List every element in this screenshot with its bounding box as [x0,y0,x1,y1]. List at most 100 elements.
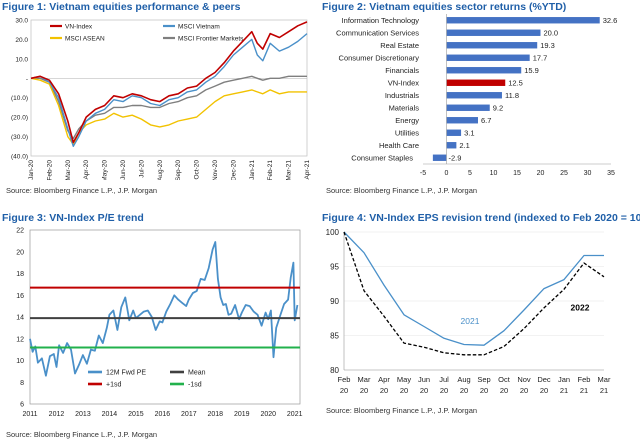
fig4-xtick-month: May [397,375,411,384]
fig1-xtick-label: Sep-20 [175,160,182,180]
fig2-bar [446,79,506,86]
fig3-xtick-label: 2019 [234,411,250,418]
fig3-ytick-label: 16 [16,293,24,300]
fig4-xtick-year: 20 [500,386,508,395]
fig1-ytick-label: (40.0) [11,154,28,161]
fig1-xtick-label: Mar-21 [286,160,293,180]
fig4-xtick-year: 20 [540,386,548,395]
fig3-xtick-label: 2016 [155,411,171,418]
fig3-line-12m-fwd-pe [29,241,299,377]
fig2-bar [446,42,538,49]
fig2-xtick-label: 35 [607,170,615,177]
fig1-xtick-label: Apr-20 [83,160,90,180]
fig4-ytick-label: 90 [330,297,339,306]
fig4-ytick-label: 100 [326,228,340,237]
fig2-category-label: Information Technology [342,16,420,25]
fig1-xtick-label: Oct-20 [194,160,201,180]
fig2-bar [446,129,462,136]
fig2-category-label: Energy [395,116,419,125]
fig3-xtick-label: 2020 [260,411,276,418]
fig4-annotation-2021: 2021 [461,316,480,326]
fig4-ytick-label: 85 [330,331,339,340]
fig4-xtick-month: Feb [338,375,351,384]
fig4-xtick-year: 20 [400,386,408,395]
fig1-xtick-label: Jan-21 [249,160,256,180]
fig1-xtick-label: Feb-20 [46,160,53,180]
fig4-xtick-year: 20 [480,386,488,395]
fig1-xtick-label: Dec-20 [230,160,237,180]
fig4-xtick-year: 20 [380,386,388,395]
fig4-xtick-month: Apr [378,375,390,384]
fig2-title: Figure 2: Vietnam equities sector return… [322,1,567,13]
fig4-xtick-month: Feb [578,375,591,384]
fig4-xtick-year: 20 [360,386,368,395]
fig4-line-2022 [343,231,605,356]
fig3-legend-label: 12M Fwd PE [106,370,146,377]
fig2-category-label: Financials [385,66,419,75]
fig1-legend-label: MSCI Vietnam [178,24,220,31]
fig1-xtick-label: Jul-20 [138,160,145,178]
fig2-value-label: 15.9 [524,66,539,75]
fig2-bar [446,92,502,99]
fig2-xtick-label: 5 [468,170,472,177]
fig2-bar [446,67,522,74]
fig2-value-label: 19.3 [540,41,555,50]
fig1-xtick-label: Nov-20 [212,160,219,180]
fig3-xtick-label: 2017 [181,411,197,418]
fig3-legend-label: +1sd [106,382,121,389]
fig3-ytick-label: 20 [16,249,24,256]
fig1-ytick-label: 20.0 [15,37,28,44]
fig1-ytick-label: (20.0) [11,115,28,122]
fig1-source: Source: Bloomberg Finance L.P., J.P. Mor… [6,186,158,195]
fig1-ytick-label: (30.0) [11,134,28,141]
fig2-xtick-label: 30 [584,170,592,177]
fig1-xtick-label: Mar-20 [65,160,72,180]
fig4-xtick-year: 20 [340,386,348,395]
fig2-value-label: 3.1 [464,129,474,138]
fig3-chart: 6 8 10 12 14 16 18 20 22 2011 2012 2013 2014 2015 2016… [16,228,302,419]
fig4-line-2021 [343,231,604,346]
fig3-ytick-label: 8 [20,380,24,387]
fig1-xtick-label: May-20 [102,160,109,180]
fig4-xtick-month: Jul [439,375,449,384]
fig2-category-label: Consumer Staples [351,154,413,163]
fig2-value-label: 12.5 [508,79,523,88]
fig4-annotation-2022: 2022 [571,303,590,313]
fig2-source: Source: Bloomberg Finance L.P., J.P. Mor… [326,186,478,195]
fig1-legend-label: MSCI Frontier Markets [178,36,244,43]
fig4-xtick-month: Sep [477,375,490,384]
fig1-xtick-label: Apr-21 [304,160,311,180]
fig2-category-label: Communication Services [336,29,419,38]
fig2-xtick-label: -5 [420,170,426,177]
fig3-ytick-label: 12 [16,336,24,343]
fig3-ytick-label: 22 [16,228,24,235]
fig2-category-label: Industrials [385,91,419,100]
fig3-xtick-label: 2013 [75,411,91,418]
fig4-xtick-year: 20 [520,386,528,395]
fig4-xtick-year: 21 [580,386,588,395]
fig2-xtick-label: 15 [513,170,521,177]
fig2-category-label: VN-Index [388,79,420,88]
fig3-title: Figure 3: VN-Index P/E trend [2,212,144,224]
fig2-value-label: 20.0 [544,29,559,38]
fig4-xtick-month: Jun [418,375,430,384]
fig4-xtick-year: 20 [440,386,448,395]
fig2-bar [446,142,457,149]
fig2-xtick-label: 0 [445,170,449,177]
fig1-plot-area [30,19,308,157]
fig1-line-msci-asean [30,77,307,146]
fig2-value-label: 9.2 [493,104,503,113]
fig2-value-label: -2.9 [449,154,462,163]
fig3-legend-label: Mean [188,370,206,377]
fig2-value-label: 32.6 [603,16,618,25]
fig3-ytick-label: 6 [20,402,24,409]
fig1-chart: 30.020.010.0-(10.0)(20.0)(30.0)(40.0)Jan… [11,18,311,181]
fig3-plot-area [29,229,301,405]
fig2-value-label: 2.1 [459,141,469,150]
fig2-category-label: Utilities [395,129,419,138]
fig2-category-label: Materials [389,104,420,113]
fig4-ytick-label: 95 [330,262,339,271]
fig2-value-label: 11.8 [505,91,519,100]
fig1-line-msci-vietnam [30,33,308,148]
fig1-legend-label: VN-Index [65,24,93,31]
